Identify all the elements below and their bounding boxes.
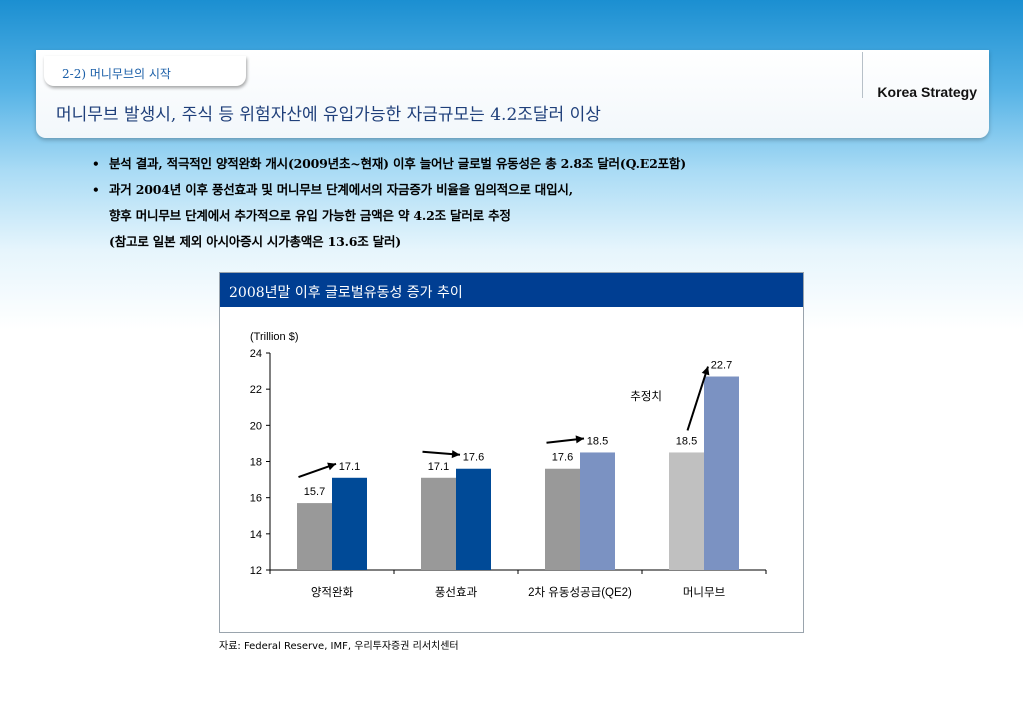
header-divider [862, 52, 863, 98]
bar-after [580, 452, 615, 570]
bullet-item: • 분석 결과, 적극적인 양적완화 개시(2009년초~현재) 이후 늘어난 … [92, 151, 892, 177]
y-tick-label: 20 [250, 420, 262, 432]
x-tick-label: 풍선효과 [435, 586, 478, 599]
data-label-before: 17.6 [552, 452, 573, 464]
arrow-head [575, 435, 584, 444]
bar-before [297, 503, 332, 570]
y-tick-label: 16 [250, 493, 262, 505]
bar-before [545, 468, 580, 570]
bar-before [669, 452, 704, 570]
bullet-dot: • [92, 157, 100, 171]
bullet-dot: • [92, 183, 100, 197]
arrow-head [327, 462, 336, 471]
section-label: 2-2) 머니무브의 시작 [62, 67, 171, 81]
data-label-after: 22.7 [711, 360, 732, 372]
bar-after [704, 376, 739, 570]
bullet-list: • 분석 결과, 적극적인 양적완화 개시(2009년초~현재) 이후 늘어난 … [92, 151, 892, 255]
y-axis-label: (Trillion $) [250, 331, 299, 343]
data-label-before: 15.7 [304, 486, 325, 498]
data-label-before: 17.1 [428, 461, 449, 473]
bullet-continuation: 향후 머니무브 단계에서 추가적으로 유입 가능한 금액은 약 4.2조 달러로… [92, 203, 892, 229]
bullet-item: • 과거 2004년 이후 풍선효과 및 머니무브 단계에서의 자금증가 비율을… [92, 177, 892, 203]
y-tick-label: 12 [250, 565, 262, 577]
bar-before [421, 477, 456, 570]
y-tick-label: 14 [250, 529, 262, 541]
arrow-head [451, 450, 460, 459]
chart-title-bar: 2008년말 이후 글로벌유동성 증가 추이 [220, 273, 803, 307]
bullet-text: 분석 결과, 적극적인 양적완화 개시(2009년초~현재) 이후 늘어난 글로… [109, 156, 686, 171]
data-label-after: 18.5 [587, 435, 608, 447]
bar-after [456, 468, 491, 570]
page-headline: 머니무브 발생시, 주식 등 위험자산에 유입가능한 자금규모는 4.2조달러 … [56, 105, 601, 125]
y-tick-label: 24 [250, 348, 262, 360]
growth-arrow [686, 366, 709, 431]
bullet-text: (참고로 일본 제외 아시아증시 시가총액은 13.6조 달러) [109, 234, 401, 249]
bar-chart: (Trillion $) 12 14 16 18 20 22 24 15.7 17.1 양적완화 17… [250, 331, 767, 599]
chart-title: 2008년말 이후 글로벌유동성 증가 추이 [229, 285, 463, 301]
chart-panel: 2008년말 이후 글로벌유동성 증가 추이 (Trillion $) 12 14 1… [219, 272, 804, 633]
estimate-annotation: 추정치 [630, 390, 662, 403]
y-tick-label: 18 [250, 457, 262, 469]
bullet-text: 과거 2004년 이후 풍선효과 및 머니무브 단계에서의 자금증가 비율을 임… [109, 182, 573, 197]
bullet-text: 향후 머니무브 단계에서 추가적으로 유입 가능한 금액은 약 4.2조 달러로… [109, 208, 511, 223]
arrow-head [701, 366, 710, 376]
bar-after [332, 477, 367, 570]
data-label-after: 17.1 [339, 461, 360, 473]
x-tick-label: 2차 유동성공급(QE2) [528, 586, 632, 599]
data-label-after: 17.6 [463, 452, 484, 464]
source-note: 자료: Federal Reserve, IMF, 우리투자증권 리서치센터 [219, 641, 459, 652]
x-tick-label: 머니무브 [683, 586, 725, 599]
y-tick-label: 22 [250, 384, 262, 396]
x-tick-label: 양적완화 [311, 586, 354, 599]
brand-label: Korea Strategy [877, 84, 977, 100]
bullet-continuation: (참고로 일본 제외 아시아증시 시가총액은 13.6조 달러) [92, 229, 892, 255]
section-tab: 2-2) 머니무브의 시작 [44, 56, 246, 86]
header-panel: 2-2) 머니무브의 시작 Korea Strategy 머니무브 발생시, 주… [36, 50, 989, 138]
data-label-before: 18.5 [676, 435, 697, 447]
